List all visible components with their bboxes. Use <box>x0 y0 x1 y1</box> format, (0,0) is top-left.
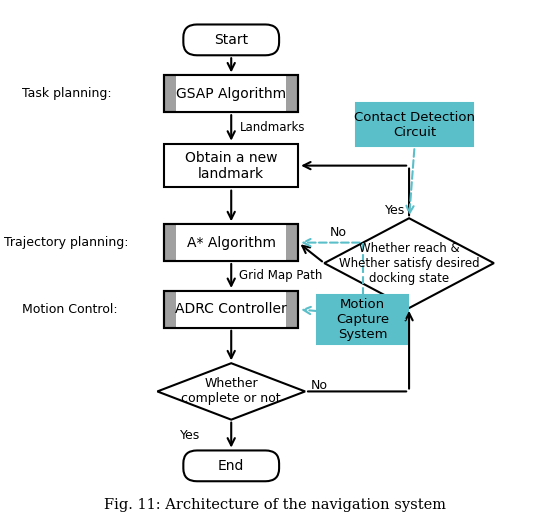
Bar <box>176 291 286 328</box>
Bar <box>164 75 298 112</box>
Polygon shape <box>157 363 305 420</box>
Text: Yes: Yes <box>385 204 405 217</box>
Bar <box>164 144 298 187</box>
Text: Start: Start <box>214 33 248 47</box>
Text: Grid Map Path: Grid Map Path <box>239 269 323 282</box>
Text: Contact Detection
Circuit: Contact Detection Circuit <box>354 110 475 139</box>
Bar <box>164 224 298 261</box>
Text: Motion
Capture
System: Motion Capture System <box>336 298 389 341</box>
Text: Task planning:: Task planning: <box>22 87 112 100</box>
Text: GSAP Algorithm: GSAP Algorithm <box>176 87 287 101</box>
Bar <box>164 224 298 261</box>
Text: Obtain a new
landmark: Obtain a new landmark <box>185 151 277 181</box>
Text: No: No <box>310 379 327 392</box>
Text: A* Algorithm: A* Algorithm <box>186 236 276 250</box>
Text: Fig. 11: Architecture of the navigation system: Fig. 11: Architecture of the navigation … <box>104 498 446 512</box>
Text: Landmarks: Landmarks <box>239 121 305 134</box>
Text: Whether reach &
Whether satisfy desired
docking state: Whether reach & Whether satisfy desired … <box>339 241 480 285</box>
Text: Yes: Yes <box>180 429 200 442</box>
FancyBboxPatch shape <box>183 24 279 55</box>
Bar <box>317 295 408 344</box>
Text: ADRC Controller: ADRC Controller <box>175 302 287 316</box>
Bar <box>176 75 286 112</box>
Text: Motion Control:: Motion Control: <box>22 303 118 316</box>
Polygon shape <box>324 218 494 308</box>
Bar <box>164 291 298 328</box>
Text: Whether
complete or not: Whether complete or not <box>182 377 281 406</box>
Bar <box>164 291 298 328</box>
FancyBboxPatch shape <box>183 450 279 481</box>
Text: No: No <box>329 226 346 239</box>
Bar <box>164 75 298 112</box>
Bar <box>356 103 474 147</box>
Bar <box>176 224 286 261</box>
Text: Trajectory planning:: Trajectory planning: <box>4 236 129 249</box>
Text: End: End <box>218 459 244 473</box>
